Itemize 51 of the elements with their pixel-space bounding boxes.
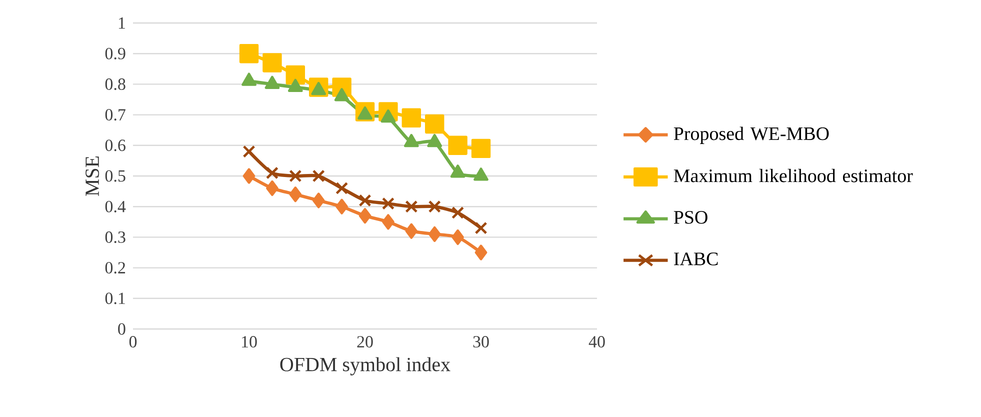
y-tick-label: 0.5 — [105, 170, 126, 182]
x-tick-label: 40 — [588, 336, 605, 348]
point — [474, 244, 488, 260]
point — [266, 180, 278, 196]
y-tick-label: 0.4 — [105, 200, 126, 212]
point — [405, 223, 418, 239]
y-tick-label: 0.8 — [105, 78, 126, 90]
x-tick-label: 20 — [357, 336, 373, 348]
point — [336, 182, 348, 195]
legend-label: PSO — [674, 210, 708, 224]
point — [336, 198, 348, 214]
point — [289, 170, 302, 182]
point — [358, 194, 372, 207]
point — [471, 138, 491, 158]
point — [289, 186, 302, 202]
x-axis-title: OFDM symbol index — [280, 357, 450, 376]
point — [452, 206, 464, 220]
point — [358, 208, 372, 224]
point — [428, 226, 441, 242]
y-tick-label: 0.3 — [105, 231, 126, 243]
point — [262, 53, 282, 72]
point — [452, 229, 464, 245]
point — [382, 197, 394, 210]
legend-label: IABC — [674, 252, 718, 266]
point — [242, 145, 256, 158]
point — [448, 136, 468, 155]
point — [382, 214, 394, 230]
point — [428, 200, 441, 213]
point — [474, 222, 488, 234]
y-tick-label: 0.9 — [105, 48, 126, 60]
legend-label: Maximum likelihood estimator — [674, 168, 913, 182]
point — [312, 192, 325, 208]
x-tick-label: 10 — [242, 336, 257, 348]
y-tick-label: 1 — [118, 17, 125, 29]
legend-label: Proposed WE-MBO — [674, 126, 829, 144]
point — [402, 108, 421, 128]
y-tick-label: 0 — [118, 323, 126, 335]
point — [405, 200, 418, 213]
y-tick-label: 0.2 — [105, 262, 126, 274]
x-tick-label: 0 — [129, 336, 137, 348]
point — [266, 166, 278, 180]
point — [286, 65, 305, 85]
point — [312, 170, 325, 182]
y-axis-title: MSE — [86, 156, 100, 196]
y-tick-label: 0.1 — [105, 292, 125, 304]
point — [425, 114, 444, 134]
x-tick-label: 30 — [473, 336, 489, 348]
point — [239, 44, 259, 64]
point — [242, 168, 256, 184]
y-tick-label: 0.6 — [105, 140, 126, 152]
y-tick-label: 0.7 — [105, 109, 126, 121]
